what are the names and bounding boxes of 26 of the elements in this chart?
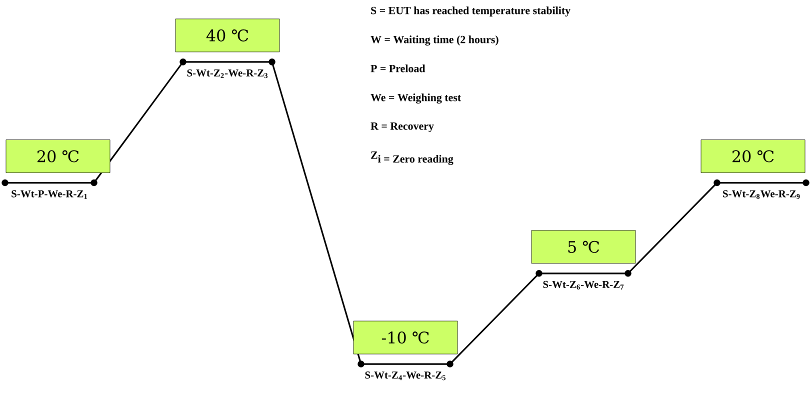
point	[536, 270, 542, 277]
text: W = Waiting time (2 hours)	[370, 36, 498, 46]
point	[446, 360, 454, 368]
data-label: 20 ℃	[37, 150, 79, 162]
point	[802, 179, 810, 186]
annotation: $\textbf{Z}_{\textbf{i = Zero reading}}$	[371, 152, 454, 165]
annotation: S-Wt-Z$_{2}$-We-R-Z$_{3}$	[187, 69, 268, 78]
annotation: R = Recovery	[370, 122, 434, 132]
text: S-Wt-Z$_{4}$-We-R-Z$_{5}$	[365, 372, 446, 380]
point	[624, 270, 632, 277]
text: S = EUT has reached temperature stability	[371, 6, 570, 16]
point	[90, 179, 98, 186]
point	[180, 58, 186, 66]
annotation: S-Wt-Z$_{6}$-We-R-Z$_{7}$	[543, 280, 624, 290]
data-label: 20 ℃	[732, 150, 774, 162]
annotation: S-Wt-Z$_{8}$We-R-Z$_{9}$	[723, 190, 800, 199]
data-label: 5 ℃	[568, 240, 600, 253]
data-label: 40 ℃	[206, 29, 248, 42]
annotation: We = Weighing test	[370, 94, 462, 104]
data-label: -10 ℃	[382, 332, 429, 344]
annotation: P = Preload	[370, 64, 426, 72]
point	[2, 179, 8, 186]
point	[714, 179, 720, 186]
point	[268, 58, 276, 66]
annotation: S-Wt-P-We-R-Z$_{1}$	[12, 190, 88, 199]
point	[358, 360, 364, 368]
